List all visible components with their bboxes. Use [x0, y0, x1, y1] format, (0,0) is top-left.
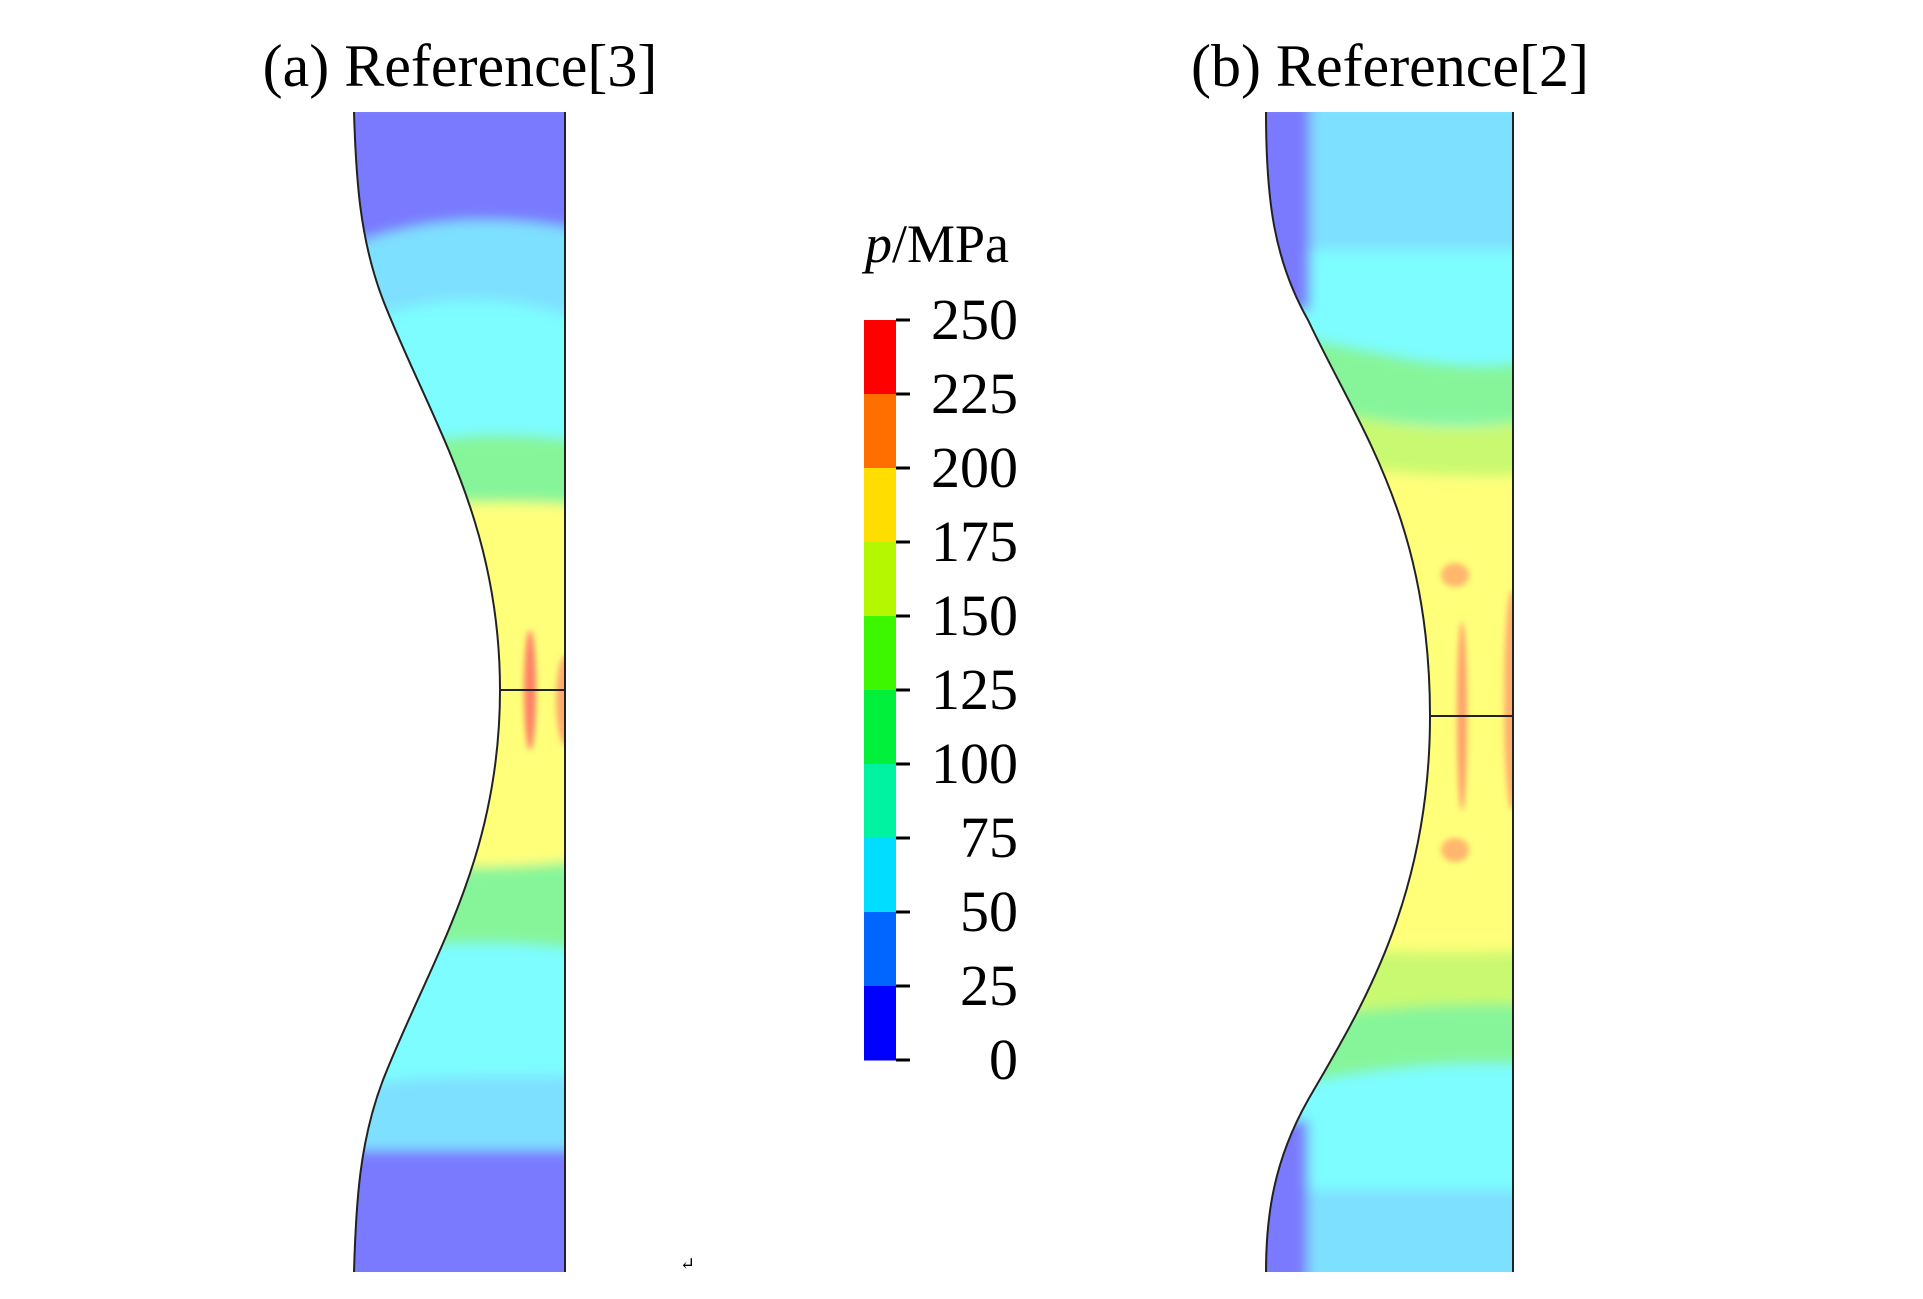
panel-a-contour-top-sky: [354, 220, 565, 330]
panel-b-contour-yellow: [1266, 455, 1513, 960]
panel-b-hot-blob-top: [1441, 563, 1469, 587]
panel-a-title: (a) Reference[3]: [263, 33, 658, 99]
panel-a-contour-bottom-blue: [354, 1150, 565, 1272]
colorbar-band: [864, 912, 896, 987]
colorbar-band: [864, 320, 896, 395]
colorbar-tick-label: 250: [931, 287, 1018, 352]
colorbar-tick-label: 175: [931, 509, 1018, 574]
colorbar-tick-label: 225: [931, 361, 1018, 426]
panel-b-contour-top-blue: [1266, 112, 1310, 310]
colorbar-tick-label: 125: [931, 657, 1018, 722]
panel-a-contour-top-blue: [354, 112, 565, 240]
colorbar-tick-label: 50: [960, 879, 1018, 944]
colorbar-bands: [864, 320, 896, 1061]
colorbar-tick-label: 200: [931, 435, 1018, 500]
colorbar-band: [864, 394, 896, 469]
colorbar-tick-label: 150: [931, 583, 1018, 648]
colorbar-band: [864, 616, 896, 691]
colorbar-tick-label: 0: [989, 1027, 1018, 1092]
panel-b-outline: [1265, 111, 1432, 1273]
return-mark: ↵: [680, 1254, 695, 1274]
panel-b-hot-blob-bottom: [1441, 838, 1469, 862]
panel-a-contour-yellow: [354, 502, 565, 875]
panel-b-specimen: [1265, 111, 1514, 1273]
colorbar-tick-label: 25: [960, 953, 1018, 1018]
colorbar-title: p/MPa: [861, 214, 1009, 274]
colorbar-band: [864, 468, 896, 543]
panel-a-hot-edge: [556, 655, 565, 745]
colorbar-tick-label: 75: [960, 805, 1018, 870]
colorbar-title-symbol: p: [861, 214, 892, 274]
colorbar-band: [864, 986, 896, 1061]
panel-a-contour-bottom-sky: [354, 1075, 565, 1160]
colorbar-band: [864, 690, 896, 765]
colorbar-band: [864, 838, 896, 913]
panel-a-contour-bottom-green: [354, 850, 565, 960]
colorbar-band: [864, 542, 896, 617]
panel-b-title: (b) Reference[2]: [1191, 33, 1589, 99]
panel-b-contour-bottom-blue: [1266, 1120, 1308, 1272]
colorbar-band: [864, 764, 896, 839]
colorbar-tick-label: 100: [931, 731, 1018, 796]
colorbar-title-unit: /MPa: [892, 214, 1009, 274]
panel-a-outline: [353, 111, 502, 1273]
panel-a-specimen: [353, 111, 566, 1273]
